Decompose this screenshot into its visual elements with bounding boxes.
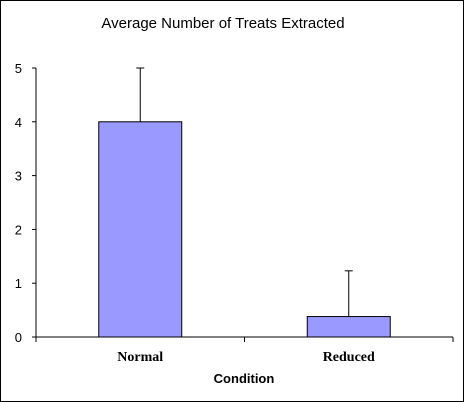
- y-tick-label: 3: [15, 169, 22, 184]
- chart-title: Average Number of Treats Extracted: [101, 15, 344, 32]
- x-tick-label: Normal: [117, 350, 163, 365]
- y-tick-label: 1: [15, 276, 22, 291]
- y-tick-label: 0: [15, 330, 22, 345]
- plot-area: 0 1 2 3 4 5 Normal Reduced: [15, 61, 454, 365]
- x-axis-label: Condition: [214, 371, 275, 386]
- x-tick-label: Reduced: [323, 350, 375, 365]
- y-tick-label: 4: [15, 115, 22, 130]
- y-tick-label: 2: [15, 222, 22, 237]
- bar-normal: [98, 121, 183, 338]
- bar-reduced: [306, 316, 391, 338]
- y-tick-label: 5: [15, 61, 22, 76]
